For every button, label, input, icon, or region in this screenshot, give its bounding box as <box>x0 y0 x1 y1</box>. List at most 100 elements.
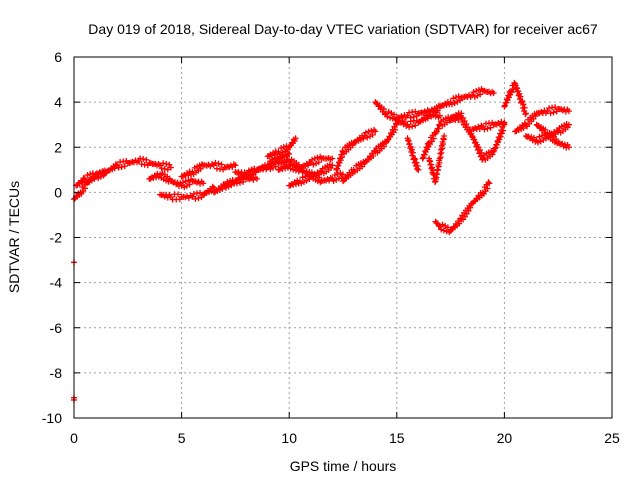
data-point <box>497 133 504 140</box>
data-point <box>166 191 173 198</box>
data-point <box>305 162 312 169</box>
data-point <box>112 161 119 168</box>
data-point <box>220 166 227 173</box>
data-point <box>564 124 571 131</box>
data-point <box>338 154 345 161</box>
data-point <box>387 114 394 121</box>
data-point <box>348 166 355 173</box>
x-tick-label: 10 <box>281 430 297 446</box>
data-point <box>272 148 279 155</box>
data-point <box>500 127 507 134</box>
data-point <box>468 130 475 137</box>
data-point <box>455 93 462 100</box>
data-point <box>409 149 416 156</box>
data-point <box>489 88 496 95</box>
data-point <box>287 165 294 172</box>
data-point <box>362 129 369 136</box>
data-point <box>87 171 94 178</box>
data-point <box>478 122 485 129</box>
data-point <box>550 109 557 116</box>
data-point <box>489 151 496 158</box>
data-point <box>284 146 291 153</box>
data-point <box>474 92 481 99</box>
axis-ticks: 0 5 10 15 20 25 -10 -8 -6 -4 -2 0 2 4 6 <box>42 49 620 446</box>
data-point <box>385 108 392 115</box>
data-point <box>499 121 506 128</box>
data-point <box>299 174 306 181</box>
data-point <box>487 124 494 131</box>
data-point <box>408 146 415 153</box>
data-point <box>455 116 462 123</box>
data-point <box>440 136 447 143</box>
y-tick-label: -4 <box>50 275 63 291</box>
data-point <box>288 160 295 167</box>
data-point <box>144 162 151 169</box>
data-point <box>467 204 474 211</box>
data-point <box>198 178 205 185</box>
data-point <box>197 165 204 172</box>
data-point <box>166 161 173 168</box>
data-point <box>435 222 442 229</box>
data-point <box>337 170 344 177</box>
data-point <box>389 115 396 122</box>
y-tick-label: -10 <box>42 410 62 426</box>
data-point <box>439 221 446 228</box>
data-point <box>535 139 542 146</box>
data-point <box>140 156 147 163</box>
data-point <box>457 97 464 104</box>
data-point <box>267 166 274 173</box>
data-point <box>115 164 122 171</box>
data-point <box>111 165 118 172</box>
data-point <box>292 167 299 174</box>
data-point <box>266 161 273 168</box>
data-point <box>365 128 372 135</box>
data-point <box>282 165 289 172</box>
data-point <box>182 178 189 185</box>
data-point <box>310 161 317 168</box>
data-point <box>413 159 420 166</box>
data-point <box>423 112 430 119</box>
data-point <box>186 168 193 175</box>
data-point <box>154 170 161 177</box>
data-point <box>438 149 445 156</box>
data-point <box>185 172 192 179</box>
data-point <box>412 122 419 129</box>
data-point <box>563 144 570 151</box>
data-point <box>440 227 447 234</box>
data-point <box>313 160 320 167</box>
data-point <box>283 161 290 168</box>
data-point <box>392 126 399 133</box>
data-point <box>160 160 167 167</box>
data-point <box>516 90 523 97</box>
data-point <box>315 171 322 178</box>
data-point <box>486 180 493 187</box>
data-point <box>121 163 128 170</box>
data-point <box>327 174 334 181</box>
data-point <box>84 172 91 179</box>
data-point <box>485 179 492 186</box>
data-point <box>314 154 321 161</box>
data-point <box>271 159 278 166</box>
data-point <box>553 136 560 143</box>
data-point <box>406 124 413 131</box>
data-point <box>197 189 204 196</box>
data-points <box>71 79 572 403</box>
data-point <box>412 156 419 163</box>
data-point <box>409 123 416 130</box>
data-point <box>435 163 442 170</box>
data-point <box>349 142 356 149</box>
data-point <box>443 228 450 235</box>
data-point <box>436 121 443 128</box>
data-point <box>268 160 275 167</box>
data-point <box>241 173 248 180</box>
data-point <box>553 108 560 115</box>
data-point <box>82 185 89 192</box>
data-point <box>484 125 491 132</box>
data-point <box>315 159 322 166</box>
data-point <box>435 125 442 132</box>
data-point <box>274 158 281 165</box>
data-point <box>359 163 366 170</box>
data-point <box>437 154 444 161</box>
grid <box>74 57 612 418</box>
x-tick-label: 5 <box>178 430 186 446</box>
